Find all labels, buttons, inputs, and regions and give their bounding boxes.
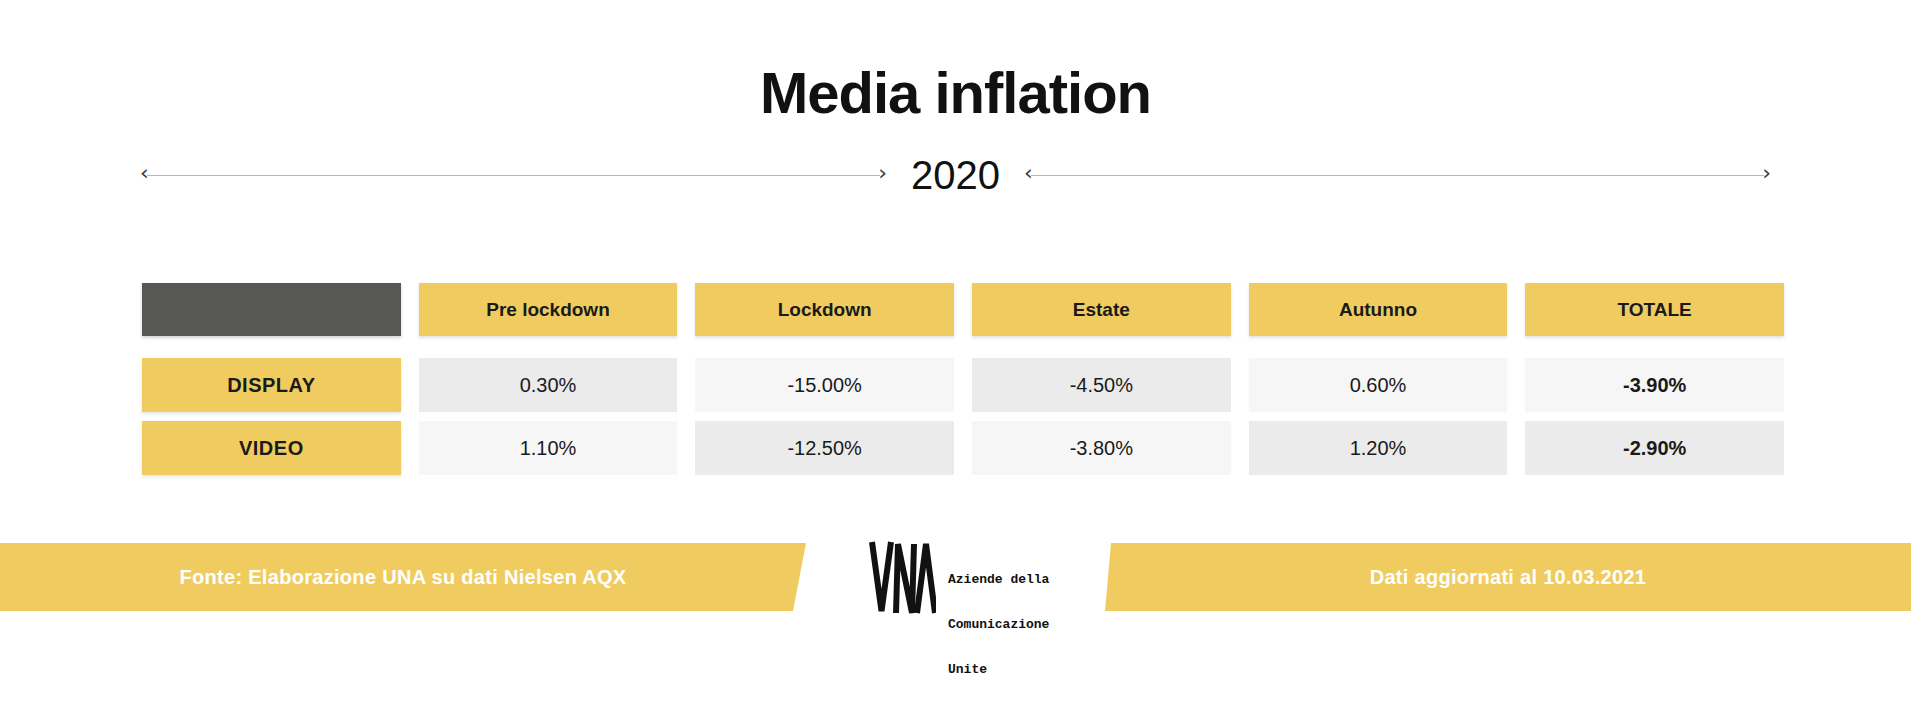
chevron-left-icon: ‹ — [140, 162, 149, 184]
table-row-video: VIDEO 1.10% -12.50% -3.80% 1.20% -2.90% — [142, 421, 1784, 475]
header-cell-blank — [142, 283, 401, 336]
footer-source-text: Fonte: Elaborazione UNA su dati Nielsen … — [179, 566, 626, 589]
subtitle-row: ‹ › 2020 ‹ › — [140, 152, 1771, 198]
row-label-video: VIDEO — [142, 421, 401, 475]
una-logo: Aziende della Comunicazione Unite — [868, 540, 1049, 710]
cell-video-autunno: 1.20% — [1249, 421, 1508, 475]
header-cell-autunno: Autunno — [1249, 283, 1508, 336]
cell-video-estate: -3.80% — [972, 421, 1231, 475]
cell-display-lockdown: -15.00% — [695, 358, 954, 412]
header-cell-estate: Estate — [972, 283, 1231, 336]
page-title: Media inflation — [0, 0, 1911, 122]
footer: Fonte: Elaborazione UNA su dati Nielsen … — [0, 543, 1911, 611]
table-row-display: DISPLAY 0.30% -15.00% -4.50% 0.60% -3.90… — [142, 358, 1784, 412]
media-inflation-table: Pre lockdown Lockdown Estate Autunno TOT… — [142, 283, 1784, 475]
chevron-right-icon: › — [878, 162, 887, 184]
header-cell-lockdown: Lockdown — [695, 283, 954, 336]
una-logo-tagline: Aziende della Comunicazione Unite — [948, 542, 1049, 710]
table-header-row: Pre lockdown Lockdown Estate Autunno TOT… — [142, 283, 1784, 336]
header-cell-totale: TOTALE — [1525, 283, 1784, 336]
cell-display-estate: -4.50% — [972, 358, 1231, 412]
footer-updated-bar: Dati aggiornati al 10.03.2021 — [1105, 543, 1911, 611]
chevron-right-icon: › — [1762, 162, 1771, 184]
cell-video-pre-lockdown: 1.10% — [419, 421, 678, 475]
cell-video-totale: -2.90% — [1525, 421, 1784, 475]
horizontal-rule — [1031, 175, 1764, 176]
slide: Media inflation ‹ › 2020 ‹ › Pre lockdow… — [0, 0, 1911, 710]
tagline-line-2: Comunicazione — [948, 617, 1049, 632]
subtitle-year: 2020 — [911, 152, 1000, 198]
left-arrow-line: ‹ › — [140, 164, 887, 186]
cell-display-totale: -3.90% — [1525, 358, 1784, 412]
cell-display-autunno: 0.60% — [1249, 358, 1508, 412]
cell-display-pre-lockdown: 0.30% — [419, 358, 678, 412]
horizontal-rule — [147, 175, 880, 176]
tagline-line-3: Unite — [948, 662, 1049, 677]
una-logo-icon — [868, 540, 936, 615]
chevron-left-icon: ‹ — [1024, 162, 1033, 184]
footer-source-bar: Fonte: Elaborazione UNA su dati Nielsen … — [0, 543, 806, 611]
row-label-display: DISPLAY — [142, 358, 401, 412]
tagline-line-1: Aziende della — [948, 572, 1049, 587]
cell-video-lockdown: -12.50% — [695, 421, 954, 475]
header-cell-pre-lockdown: Pre lockdown — [419, 283, 678, 336]
footer-updated-text: Dati aggiornati al 10.03.2021 — [1370, 566, 1647, 589]
right-arrow-line: ‹ › — [1024, 164, 1771, 186]
